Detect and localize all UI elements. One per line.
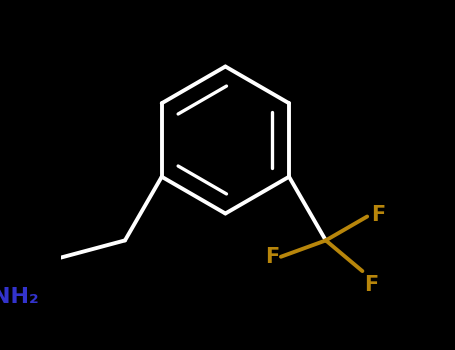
Text: F: F	[364, 275, 379, 295]
Text: F: F	[371, 205, 385, 225]
Text: F: F	[265, 247, 279, 267]
Text: NH₂: NH₂	[0, 287, 39, 307]
